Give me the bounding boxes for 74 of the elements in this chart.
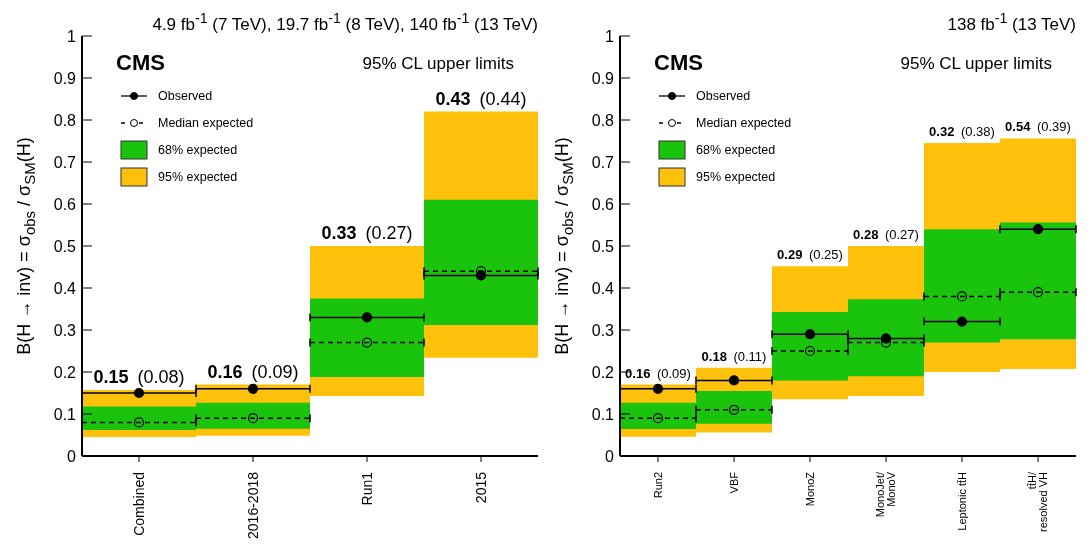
x-tick-label: 2015 — [472, 471, 489, 504]
annotation: 0.33 (0.27) — [321, 223, 413, 243]
legend-label: Observed — [696, 88, 751, 103]
legend-label: 68% expected — [158, 142, 238, 157]
y-tick-label: 0.2 — [591, 363, 615, 381]
y-tick-label: 0.9 — [53, 69, 77, 87]
annotation: CMS — [116, 50, 165, 76]
point — [956, 291, 968, 302]
point — [804, 345, 816, 357]
annotation: 95% CL upper limits — [900, 54, 1052, 74]
legend-label: 95% expected — [158, 169, 238, 184]
legend-label: Median expected — [158, 115, 254, 130]
annotation: CMS — [654, 50, 703, 76]
x-tick-label: Combined — [130, 472, 147, 536]
x-tick-label: Run1 — [358, 471, 375, 506]
point — [652, 383, 664, 394]
y-tick-label: 0.2 — [53, 363, 77, 381]
y-tick-label: 0.1 — [53, 405, 77, 423]
annotation: 0.16 (0.09) — [625, 365, 691, 381]
y-tick-label: 0.1 — [591, 405, 615, 423]
y-tick-label: 0.3 — [591, 321, 615, 339]
point — [1032, 224, 1044, 235]
x-tick-label: MonoZ — [803, 471, 816, 507]
y-tick-label: 0.8 — [53, 111, 77, 129]
legend-label: 68% expected — [696, 142, 776, 157]
point — [1032, 287, 1044, 298]
annotation: 0.16 (0.09) — [207, 361, 299, 382]
y-tick-label: 0.6 — [53, 195, 77, 213]
point — [956, 316, 968, 327]
annotation: 0.28 (0.27) — [853, 227, 919, 242]
point — [652, 413, 664, 424]
y-tick-label: 0 — [605, 447, 615, 465]
y-tick-label: 0.3 — [53, 321, 77, 339]
point — [880, 333, 892, 344]
x-tick-label: 2016-2018 — [244, 471, 261, 539]
x-tick-label: Leptonic tt̄H — [955, 471, 968, 531]
point — [361, 337, 373, 348]
legend-label: Median expected — [696, 115, 792, 130]
annotation: 0.18 (0.11) — [701, 348, 767, 364]
point — [361, 312, 373, 323]
legend-label: Observed — [158, 88, 213, 103]
annotation: 95% CL upper limits — [362, 54, 514, 74]
y-tick-label: 0.4 — [591, 279, 615, 297]
y-tick-label: 1 — [605, 27, 615, 45]
x-tick-label: MonoJet/MonoV — [874, 471, 898, 518]
chart-title: 4.9 fb$^{-1}$ (7 TeV), 19.7 fb$^{-1}$ (8 TeV), 140 fb$^{-1}$ (13 TeV) — [152, 10, 538, 35]
y-tick-label: 0.7 — [53, 153, 77, 171]
annotation: 0.15 (0.08) — [93, 367, 185, 388]
point — [247, 413, 259, 424]
chart-title: 138 fb$^{-1}$ (13 TeV) — [947, 10, 1076, 35]
y-tick-label: 0.5 — [53, 237, 77, 255]
x-tick-label: Run2 — [651, 472, 664, 499]
annotation: 0.54 (0.39) — [1005, 119, 1071, 135]
point — [133, 387, 145, 399]
y-tick-label: 0.5 — [591, 237, 615, 255]
point — [804, 329, 816, 340]
y-tick-label: 0.9 — [591, 69, 615, 87]
point — [475, 270, 487, 281]
x-tick-label: VBF — [727, 471, 740, 494]
annotation: 0.29 (0.25) — [777, 247, 843, 263]
point — [728, 404, 740, 415]
annotation: 0.43 (0.44) — [435, 88, 527, 109]
annotation: 0.32 (0.38) — [929, 124, 995, 140]
y-tick-label: 0.4 — [53, 279, 77, 297]
y-tick-label: 0.8 — [591, 111, 615, 129]
point — [133, 417, 145, 428]
point — [728, 375, 740, 386]
y-tick-label: 0.7 — [591, 153, 615, 171]
y-tick-label: 0.6 — [591, 195, 615, 213]
y-tick-label: 0 — [67, 447, 77, 465]
legend-label: 95% expected — [696, 169, 776, 184]
y-tick-label: 1 — [67, 27, 77, 45]
x-tick-label: tt̄H/resolved VH — [1026, 471, 1050, 532]
point — [247, 383, 259, 394]
